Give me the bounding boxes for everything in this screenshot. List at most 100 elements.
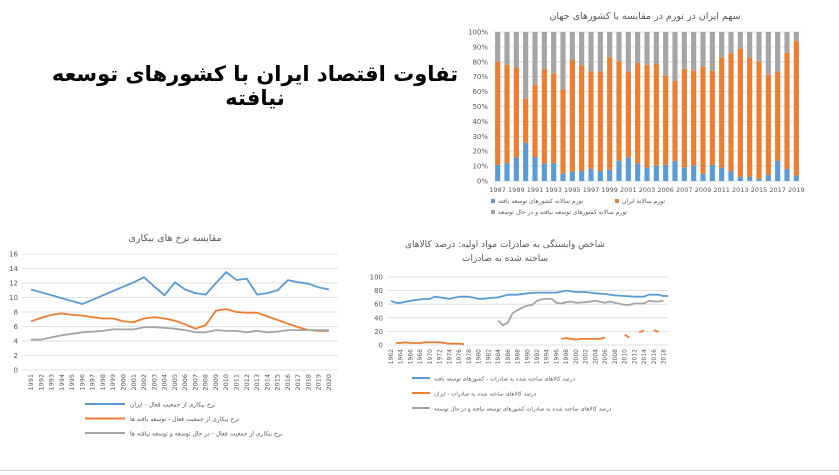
bar-developing-2000	[616, 32, 622, 62]
x-tick-label: 2000	[573, 349, 580, 364]
x-tick-label: 1995	[68, 374, 76, 391]
bar-iran-2001	[625, 71, 631, 158]
bar-developed-1995	[569, 171, 575, 181]
bar-developing-2011	[719, 32, 725, 58]
bar-developed-1994	[560, 173, 566, 181]
bar-iran-2019	[793, 41, 799, 176]
bar-iran-1991	[532, 84, 538, 158]
x-tick-label: 1999	[601, 186, 618, 194]
chart-title-line-1: شاخص وابستگی به صادرات مواد اولیه: درصد …	[405, 238, 605, 250]
x-tick-label: 1997	[89, 374, 97, 391]
x-tick-label: 1976	[456, 349, 463, 364]
y-tick-label: 10%	[472, 163, 488, 171]
line-exports-developing	[497, 297, 664, 327]
x-tick-label: 1982	[485, 349, 492, 364]
y-tick-label: 60%	[472, 88, 488, 96]
x-tick-label: 2017	[294, 374, 302, 391]
bar-iran-1994	[560, 89, 566, 174]
y-tick-label: 50%	[472, 103, 488, 111]
bar-iran-1997	[588, 71, 594, 169]
y-tick-label: 0	[379, 342, 383, 350]
bar-developing-2018	[784, 32, 790, 53]
x-tick-label: 1992	[534, 349, 541, 364]
bar-iran-2017	[775, 71, 781, 161]
y-tick-label: 30%	[472, 133, 488, 141]
x-tick-label: 1996	[553, 349, 560, 364]
bar-developed-1988	[504, 162, 510, 181]
bar-developed-2013	[737, 176, 743, 181]
x-tick-label: 1987	[489, 186, 506, 194]
legend-label-developed: تورم سالانه کشورهای توسعه یافته	[498, 198, 584, 205]
bar-iran-2006	[672, 80, 678, 161]
legend-label-developed: نرخ بیکاری از جمعیت فعال - توسعه یافته ه…	[130, 416, 239, 423]
y-tick-label: 20	[374, 328, 383, 336]
x-tick-label: 2012	[243, 374, 251, 391]
bar-iran-1993	[551, 73, 557, 163]
bar-developing-2014	[747, 32, 753, 58]
x-tick-label: 2014	[263, 374, 271, 391]
x-tick-label: 1986	[505, 349, 512, 364]
bar-developing-2008	[691, 32, 697, 71]
bar-developing-1991	[532, 32, 538, 85]
bar-developed-2008	[691, 165, 697, 181]
bar-developed-2003	[644, 167, 650, 181]
x-tick-label: 1964	[398, 349, 405, 364]
x-tick-label: 2002	[140, 374, 148, 391]
bar-developed-1998	[597, 171, 603, 181]
legend-label-iran: درصد کالاهای ساخته شده به صادرات - ایران	[434, 391, 537, 398]
bar-developed-1987	[495, 164, 501, 181]
bar-developing-2005	[663, 32, 669, 76]
bar-developed-2018	[784, 168, 790, 181]
bar-iran-2018	[784, 52, 790, 169]
bar-developing-1996	[579, 32, 585, 66]
x-tick-label: 2006	[181, 374, 189, 391]
bar-developed-1999	[607, 169, 613, 181]
legend-swatch-developed	[491, 199, 495, 203]
x-tick-label: 2007	[676, 186, 693, 194]
x-tick-label: 2013	[732, 186, 749, 194]
y-tick-label: 60	[374, 301, 383, 309]
x-tick-label: 2009	[695, 186, 712, 194]
bar-developing-1994	[560, 32, 566, 90]
bar-developed-2000	[616, 160, 622, 181]
bar-developed-2011	[719, 167, 725, 181]
bar-developing-1999	[607, 32, 613, 58]
bar-iran-2002	[635, 62, 641, 164]
x-tick-label: 2001	[620, 186, 637, 194]
bar-developing-1989	[513, 32, 519, 68]
bar-developed-1991	[532, 157, 538, 181]
x-tick-label: 1995	[564, 186, 581, 194]
bar-developed-2004	[653, 165, 659, 181]
bar-developing-2019	[793, 32, 799, 42]
bar-developing-1993	[551, 32, 557, 74]
legend-label-developed: درصد کالاهای ساخته شده به صادرات - کشوره…	[434, 376, 575, 383]
line-unemployment-developed	[30, 308, 329, 332]
bar-developing-2004	[653, 32, 659, 64]
legend-swatch-iran	[615, 199, 619, 203]
x-tick-label: 2011	[233, 374, 241, 391]
bar-iran-2016	[765, 74, 771, 176]
line-unemployment-developing	[31, 326, 329, 341]
bar-developed-2001	[625, 157, 631, 181]
bar-iran-2012	[728, 53, 734, 172]
x-tick-label: 1992	[37, 374, 45, 391]
bar-developed-1993	[551, 162, 557, 181]
x-tick-label: 1998	[563, 349, 570, 364]
bar-iran-2010	[709, 70, 715, 165]
bar-developing-1995	[569, 32, 575, 60]
y-tick-label: 4	[14, 338, 19, 346]
x-tick-label: 1996	[78, 374, 86, 391]
bar-iran-2011	[719, 57, 725, 168]
y-tick-label: 16	[9, 251, 18, 259]
y-tick-label: 20%	[472, 148, 488, 156]
x-tick-label: 2019	[788, 186, 805, 194]
bar-iran-1992	[541, 68, 547, 164]
bar-developed-2017	[775, 160, 781, 181]
x-tick-label: 2011	[713, 186, 730, 194]
x-tick-label: 2001	[130, 374, 138, 391]
x-tick-label: 2016	[284, 374, 292, 391]
bar-developed-2014	[747, 176, 753, 181]
y-tick-label: 0	[14, 367, 18, 375]
bar-iran-1990	[523, 98, 529, 143]
x-tick-label: 1999	[109, 374, 117, 391]
